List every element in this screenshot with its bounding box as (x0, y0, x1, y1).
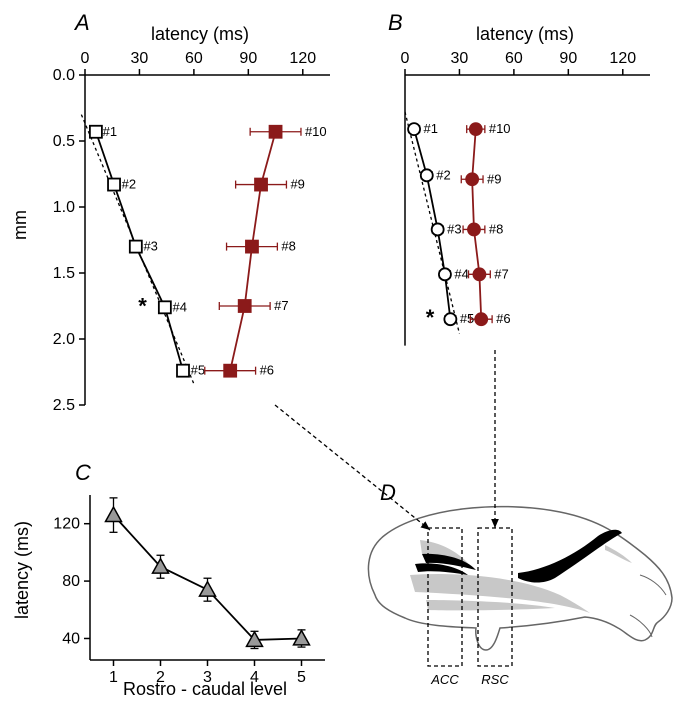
svg-text:#1: #1 (424, 121, 438, 136)
svg-text:1: 1 (109, 669, 118, 686)
svg-text:120: 120 (53, 516, 80, 533)
svg-text:0.5: 0.5 (53, 133, 75, 150)
svg-text:#9: #9 (290, 177, 304, 192)
svg-text:#3: #3 (447, 221, 461, 236)
panel-b: B latency (ms) 0306090120#1#2#3#4#5*#10#… (388, 10, 650, 346)
svg-text:90: 90 (239, 50, 257, 67)
panel-a: A latency (ms) mm 0 30 60 90 120 0.0 0.5 1.0 1.5… (10, 10, 330, 414)
brain-diagram (368, 507, 672, 650)
svg-text:#5: #5 (191, 363, 205, 378)
svg-text:120: 120 (289, 50, 316, 67)
arrow-a-to-acc (275, 405, 430, 530)
svg-text:90: 90 (559, 50, 577, 67)
svg-text:60: 60 (185, 50, 203, 67)
svg-text:120: 120 (609, 50, 636, 67)
panel-a-ytitle: mm (10, 210, 30, 240)
svg-text:4: 4 (250, 669, 259, 686)
svg-text:2.0: 2.0 (53, 331, 75, 348)
svg-text:#10: #10 (305, 124, 327, 139)
svg-text:#7: #7 (274, 298, 288, 313)
svg-text:80: 80 (62, 573, 80, 590)
svg-text:0.0: 0.0 (53, 67, 75, 84)
svg-text:3: 3 (203, 669, 212, 686)
brain-line-1 (640, 575, 666, 595)
svg-text:#1: #1 (103, 124, 117, 139)
svg-text:30: 30 (451, 50, 469, 67)
panel-b-label: B (388, 10, 403, 35)
svg-text:#8: #8 (281, 239, 295, 254)
svg-text:#4: #4 (454, 266, 468, 281)
svg-text:60: 60 (505, 50, 523, 67)
svg-text:#7: #7 (494, 266, 508, 281)
panel-a-plot: 0 30 60 90 120 0.0 0.5 1.0 1.5 2.0 2.5 #1 #2 #3 #4 * #5 #… (53, 50, 330, 414)
svg-text:#9: #9 (487, 171, 501, 186)
brain-line-2 (630, 615, 652, 637)
svg-text:#10: #10 (489, 121, 511, 136)
svg-text:#2: #2 (436, 167, 450, 182)
rsc-label: RSC (481, 672, 509, 687)
brain-black-rsc (518, 530, 622, 583)
svg-text:#4: #4 (172, 299, 186, 314)
svg-text:0: 0 (81, 50, 90, 67)
svg-text:2.5: 2.5 (53, 397, 75, 414)
svg-text:#6: #6 (496, 311, 510, 326)
brain-gray-3 (426, 600, 555, 610)
svg-text:1.5: 1.5 (53, 265, 75, 282)
svg-text:#6: #6 (260, 363, 274, 378)
svg-text:5: 5 (297, 669, 306, 686)
panel-c-plot: 40 80 120 1 2 3 4 5 (53, 495, 325, 686)
panel-b-xtitle: latency (ms) (476, 24, 574, 44)
svg-text:#2: #2 (122, 177, 136, 192)
panel-d-label: D (380, 480, 396, 505)
acc-label: ACC (430, 672, 459, 687)
panel-a-label: A (73, 10, 90, 35)
panel-d: D ACC RSC (368, 480, 672, 687)
panel-c-label: C (75, 460, 91, 485)
panel-a-xtitle: latency (ms) (151, 24, 249, 44)
brain-gray-4 (605, 545, 632, 563)
svg-text:1.0: 1.0 (53, 199, 75, 216)
svg-text:*: * (138, 293, 147, 318)
figure: A latency (ms) mm 03060901200.00.51.01.5… (0, 0, 689, 705)
svg-text:2: 2 (156, 669, 165, 686)
panel-c: C latency (ms) Rostro - caudal level 408… (12, 460, 325, 699)
svg-text:#3: #3 (143, 239, 157, 254)
svg-text:40: 40 (62, 630, 80, 647)
svg-text:30: 30 (131, 50, 149, 67)
svg-text:0: 0 (401, 50, 410, 67)
svg-text:*: * (426, 305, 435, 330)
panel-c-ytitle: latency (ms) (12, 521, 32, 619)
panel-b-plot: 0306090120#1#2#3#4#5*#10#9#8#7#6 (401, 50, 650, 346)
svg-text:#8: #8 (489, 221, 503, 236)
